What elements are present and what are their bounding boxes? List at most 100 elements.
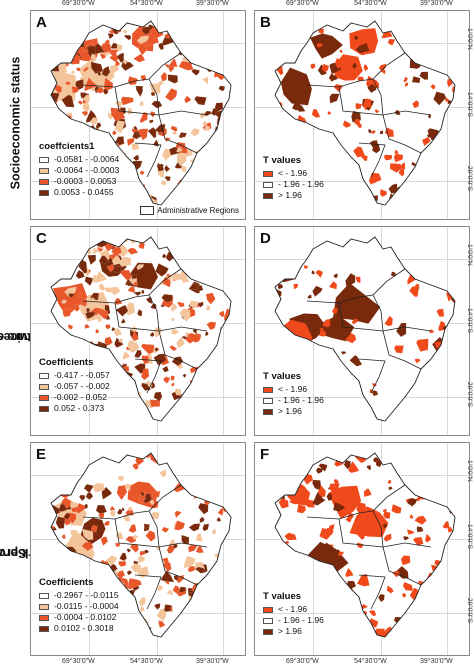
municipality-cell (202, 523, 210, 532)
legend-label: > 1.96 (278, 190, 302, 200)
municipality-cell (444, 263, 455, 274)
municipality-cell (198, 249, 204, 255)
legend-label: > 1.96 (278, 406, 302, 416)
municipality-cell (176, 152, 188, 167)
municipality-cell (97, 309, 109, 320)
municipality-cell (223, 114, 231, 123)
municipality-cell (138, 596, 146, 608)
municipality-cell (402, 582, 413, 591)
municipality-cell (69, 454, 79, 464)
municipality-cell (193, 37, 206, 51)
municipality-cell (75, 269, 86, 279)
municipality-cell (98, 284, 106, 291)
municipality-cell (206, 321, 217, 331)
graticule-line (31, 181, 245, 182)
municipality-cell (116, 485, 128, 501)
municipality-cell (179, 257, 186, 264)
municipality-cell (87, 254, 97, 266)
municipality-cell (182, 373, 187, 379)
municipality-cell (116, 52, 124, 63)
municipality-cell (170, 382, 175, 387)
legend-swatch (39, 614, 49, 621)
municipality-cell (101, 65, 111, 77)
municipality-cell (74, 555, 84, 566)
municipality-cell (190, 128, 200, 137)
municipality-cell (139, 606, 145, 613)
lon-tick-top-1: 69°30'0"W (62, 0, 95, 7)
municipality-cell (196, 584, 205, 594)
graticule-line (255, 613, 469, 614)
map-legend: Coefficients -0.2967 - -0.0115 -0.0115 - -… (39, 577, 119, 634)
brazil-map (274, 20, 456, 206)
municipality-cell (212, 481, 220, 488)
administrative-region-boundary (372, 484, 406, 512)
brazil-map (274, 236, 456, 422)
municipality-cell (219, 121, 228, 128)
municipality-cell (345, 193, 357, 205)
municipality-cell (123, 483, 131, 492)
legend-label: - 1.96 - 1.96 (278, 395, 324, 405)
municipality-cell (284, 532, 297, 541)
graticule-line (31, 613, 245, 614)
municipality-cell (223, 122, 229, 128)
legend-item: 0.052 - 0.373 (39, 403, 110, 414)
municipality-cell (107, 33, 114, 40)
municipality-cell (51, 298, 55, 307)
administrative-region-boundary (358, 574, 386, 610)
municipality-cell (206, 614, 212, 620)
municipality-cell (304, 265, 309, 269)
municipality-cell (51, 237, 58, 243)
municipality-cell (137, 128, 149, 141)
municipality-cell (88, 347, 97, 358)
municipality-cell (63, 512, 71, 520)
municipality-cell (349, 192, 358, 200)
municipality-cell (193, 630, 199, 635)
municipality-cell (422, 172, 429, 179)
municipality-cell (412, 76, 421, 83)
municipality-cell (418, 386, 424, 392)
municipality-cell (81, 110, 89, 117)
municipality-cell (422, 471, 430, 480)
municipality-cell (446, 618, 455, 631)
municipality-cell (451, 482, 455, 487)
municipality-cell (400, 162, 406, 170)
municipality-cell (90, 525, 98, 533)
lon-tick-bottom-3: 39°30'0"W (196, 658, 229, 665)
municipality-region (310, 33, 343, 59)
municipality-cell (211, 274, 217, 279)
municipality-cell (143, 549, 150, 554)
lat-tick-right: 1°0'0"N (466, 244, 473, 266)
municipality-cell (51, 22, 55, 27)
municipality-cell (64, 255, 72, 265)
municipality-cell (60, 299, 67, 304)
municipality-cell (95, 270, 108, 283)
lon-tick-top-4: 69°30'0"W (286, 0, 319, 7)
municipality-cell (227, 485, 231, 491)
panel-letter: D (260, 230, 271, 247)
municipality-cell (281, 249, 285, 254)
administrative-region-boundary (158, 330, 198, 370)
municipality-cell (122, 351, 131, 360)
municipality-cell (125, 180, 133, 190)
municipality-cell (220, 184, 226, 191)
municipality-cell (61, 533, 66, 539)
municipality-cell (310, 63, 316, 70)
municipality-cell (285, 572, 292, 578)
country-outline (50, 452, 232, 638)
municipality-cell (103, 520, 110, 526)
legend-swatch (39, 178, 49, 185)
municipality-cell (189, 397, 201, 406)
legend-label: < - 1.96 (278, 168, 308, 178)
municipality-cell (224, 561, 229, 566)
municipality-cell (439, 36, 444, 41)
panel-letter: E (36, 446, 47, 463)
municipality-cell (117, 392, 127, 401)
country-outline (50, 20, 232, 206)
municipality-cell (223, 285, 228, 289)
municipality-cell (100, 53, 106, 60)
municipality-cell (134, 349, 142, 359)
municipality-cell (104, 304, 111, 315)
municipality-cell (187, 171, 195, 178)
municipality-cell (348, 461, 360, 473)
municipality-cell (326, 493, 333, 501)
